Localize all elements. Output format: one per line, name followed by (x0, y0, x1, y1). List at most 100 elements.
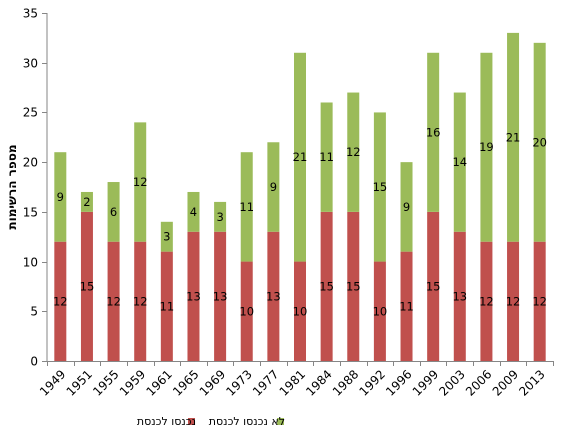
bars (54, 32, 546, 361)
data-label: 12 (479, 294, 494, 308)
data-label: 10 (239, 304, 254, 318)
x-tick-label: 1951 (64, 367, 95, 398)
bar-segment (347, 211, 360, 361)
x-tick-label: 1996 (383, 367, 414, 398)
x-tick-label: 1955 (90, 367, 121, 398)
data-label: 21 (293, 150, 308, 164)
data-label: 11 (319, 150, 334, 164)
bar-segment (267, 142, 280, 232)
data-label: 10 (293, 304, 308, 318)
bar-segment (107, 182, 120, 242)
x-tick-label: 1973 (223, 367, 254, 398)
legend-swatch (277, 418, 284, 425)
x-tick-label: 2009 (490, 367, 521, 398)
data-label: 16 (426, 125, 441, 139)
bar-segment (54, 152, 67, 242)
y-axis: 0 5 10 15 20 25 30 35 (23, 7, 48, 369)
bar-segment (320, 211, 333, 361)
legend-label: נכנסו לכנסת (137, 415, 196, 428)
bar-segment (294, 261, 306, 361)
data-label: 12 (133, 294, 148, 308)
bar-segment (80, 211, 93, 361)
data-label: 11 (239, 200, 254, 214)
x-tick-label: 2003 (436, 367, 467, 398)
data-label: 15 (319, 279, 334, 293)
data-label: 13 (186, 289, 201, 303)
data-label: 19 (479, 140, 494, 154)
data-label: 3 (216, 210, 223, 224)
x-tick-label: 1984 (303, 367, 334, 398)
y-tick-label: 20 (23, 156, 38, 170)
data-label: 20 (532, 135, 547, 149)
x-tick-label: 1969 (197, 367, 228, 398)
data-label: 12 (346, 145, 361, 159)
bar-segment (320, 102, 333, 212)
bar-segment (427, 52, 440, 212)
bar-segment (214, 201, 227, 232)
bar-segment (54, 241, 67, 361)
x-tick-label: 2006 (463, 367, 494, 398)
x-tick-label: 1988 (330, 367, 361, 398)
data-label: 13 (266, 289, 281, 303)
x-tick-label: 1961 (143, 367, 174, 398)
data-label: 9 (270, 180, 277, 194)
data-label: 21 (506, 130, 521, 144)
data-label: 12 (506, 294, 521, 308)
x-tick-label: 1959 (117, 367, 148, 398)
bar-segment (134, 241, 147, 361)
data-label: 12 (532, 294, 547, 308)
data-label: 15 (346, 279, 361, 293)
x-tick-label: 1999 (410, 367, 441, 398)
bar-segment (80, 191, 93, 212)
data-label: 12 (133, 175, 148, 189)
data-label: 9 (57, 190, 64, 204)
bar-segment (240, 261, 253, 361)
data-label: 4 (190, 205, 197, 219)
data-label: 9 (403, 200, 410, 214)
data-label: 15 (80, 279, 95, 293)
bar-segment (214, 231, 227, 361)
y-axis-label: מספר הרשימות (5, 144, 19, 229)
bar-segment (373, 261, 386, 361)
x-tick-label: 2013 (516, 367, 547, 398)
y-tick-label: 5 (30, 305, 38, 319)
bar-segment (427, 211, 440, 361)
x-tick-label: 1977 (250, 367, 281, 398)
y-tick-label: 30 (23, 57, 38, 71)
bar-segment (160, 251, 173, 361)
x-tick-label: 1965 (170, 367, 201, 398)
bar-segment (507, 241, 520, 361)
bar-segment (240, 152, 253, 262)
bar-segment (400, 162, 413, 252)
data-label: 11 (160, 299, 175, 313)
x-tick-label: 1949 (37, 367, 68, 398)
bar-segment (373, 112, 386, 262)
data-label: 13 (213, 289, 228, 303)
data-label: 12 (53, 294, 68, 308)
data-labels: 1291521261212113134133101113910211511151… (53, 125, 547, 318)
data-label: 11 (399, 299, 414, 313)
data-label: 15 (373, 180, 388, 194)
bar-segment (160, 221, 173, 252)
y-tick-label: 35 (23, 7, 38, 21)
bar-segment (533, 241, 546, 361)
bar-segment (400, 251, 413, 361)
bar-segment (453, 231, 466, 361)
legend-label: לא נכנסו לכנסת (209, 415, 285, 428)
bar-segment (347, 92, 360, 212)
bar-segment (507, 32, 520, 242)
legend: נכנסו לכנסת לא נכנסו לכנסת (137, 415, 285, 428)
x-tick-label: 1992 (357, 367, 388, 398)
bar-segment (267, 231, 280, 361)
x-axis: 1949195119551959196119651969197319771981… (37, 361, 554, 399)
bar-segment (480, 241, 493, 361)
data-label: 13 (452, 289, 467, 303)
bar-segment (107, 241, 120, 361)
y-tick-label: 0 (30, 355, 38, 369)
data-label: 14 (452, 155, 467, 169)
bar-segment (187, 231, 200, 361)
y-tick-label: 15 (23, 206, 38, 220)
x-tick-label: 1981 (277, 367, 308, 398)
data-label: 10 (373, 304, 388, 318)
